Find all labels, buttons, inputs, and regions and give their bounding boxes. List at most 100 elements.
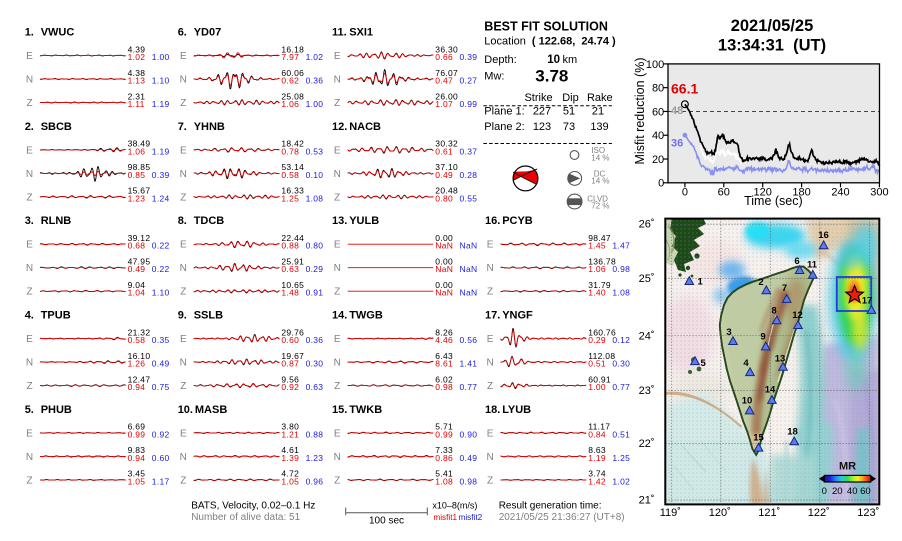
svg-text:0: 0: [822, 486, 827, 497]
svg-text:TWGB: TWGB: [349, 310, 383, 322]
svg-text:8.63: 8.63: [588, 445, 606, 455]
svg-text:N: N: [180, 169, 187, 180]
svg-text:BEST FIT SOLUTION: BEST FIT SOLUTION: [484, 20, 608, 34]
svg-text:4.72: 4.72: [281, 469, 299, 479]
svg-text:1.06: 1.06: [128, 146, 146, 156]
svg-text:20: 20: [832, 486, 843, 497]
svg-text:25.08: 25.08: [281, 91, 304, 101]
svg-text:E: E: [180, 428, 187, 439]
svg-text:3.80: 3.80: [281, 422, 299, 432]
svg-text:0.37: 0.37: [460, 146, 478, 156]
svg-text:1.06: 1.06: [281, 99, 299, 109]
svg-text:Location: Location: [484, 36, 526, 48]
svg-text:8.: 8.: [178, 215, 187, 227]
svg-text:1.07: 1.07: [435, 99, 453, 109]
svg-text:( 122.68, 24.74 ): ( 122.68, 24.74 ): [532, 36, 616, 48]
svg-text:240: 240: [831, 186, 849, 198]
svg-text:E: E: [334, 240, 341, 251]
svg-text:0.36: 0.36: [306, 76, 324, 86]
svg-text:14.: 14.: [332, 310, 347, 322]
svg-text:16: 16: [818, 230, 829, 241]
svg-text:6.69: 6.69: [128, 422, 146, 432]
svg-text:139: 139: [590, 121, 608, 133]
svg-text:Z: Z: [334, 192, 340, 203]
svg-text:Z: Z: [26, 287, 32, 298]
svg-text:Z: Z: [334, 381, 340, 392]
svg-text:0.80: 0.80: [306, 241, 324, 251]
svg-text:2.: 2.: [25, 121, 34, 133]
svg-text:0.92: 0.92: [281, 382, 299, 392]
svg-text:3.: 3.: [25, 215, 34, 227]
svg-text:72 %: 72 %: [591, 201, 609, 210]
svg-text:112.08: 112.08: [588, 351, 615, 361]
svg-text:Z: Z: [26, 381, 32, 392]
svg-text:Dip: Dip: [562, 92, 579, 104]
svg-text:Z: Z: [334, 475, 340, 486]
svg-text:Time (sec): Time (sec): [744, 194, 803, 208]
svg-text:0.47: 0.47: [435, 76, 453, 86]
svg-text:4: 4: [743, 358, 749, 369]
svg-text:1.08: 1.08: [612, 288, 630, 298]
svg-text:120: 120: [754, 186, 772, 198]
svg-text:136.78: 136.78: [588, 257, 616, 267]
svg-text:23˚: 23˚: [639, 385, 655, 397]
svg-text:0.29: 0.29: [588, 335, 606, 345]
svg-text:2021/05/25 21:36:27 (UT+8): 2021/05/25 21:36:27 (UT+8): [499, 512, 625, 523]
svg-text:15.: 15.: [332, 404, 347, 416]
svg-text:N: N: [334, 358, 341, 369]
svg-text:30.32: 30.32: [435, 139, 458, 149]
svg-text:TDCB: TDCB: [194, 215, 225, 227]
svg-text:17: 17: [862, 296, 873, 307]
svg-text:2021/05/25: 2021/05/25: [731, 17, 814, 35]
svg-text:9.56: 9.56: [281, 374, 299, 384]
svg-text:MR: MR: [839, 460, 856, 472]
svg-text:0: 0: [658, 178, 664, 190]
svg-text:1.41: 1.41: [460, 359, 478, 369]
svg-text:km: km: [563, 54, 578, 66]
svg-text:PCYB: PCYB: [502, 215, 533, 227]
svg-text:1.26: 1.26: [128, 359, 146, 369]
svg-text:Z: Z: [180, 98, 186, 109]
svg-text:0.63: 0.63: [306, 382, 324, 392]
svg-text:RLNB: RLNB: [41, 215, 72, 227]
svg-text:E: E: [26, 334, 33, 345]
svg-text:1.11: 1.11: [128, 99, 145, 109]
svg-text:5: 5: [701, 358, 707, 369]
svg-text:Z: Z: [487, 287, 493, 298]
svg-text:1.05: 1.05: [281, 476, 299, 486]
svg-text:0.77: 0.77: [460, 382, 478, 392]
svg-text:E: E: [26, 145, 33, 156]
svg-text:Z: Z: [334, 287, 340, 298]
svg-text:0.27: 0.27: [460, 76, 478, 86]
svg-text:1.08: 1.08: [306, 193, 324, 203]
svg-text:1.02: 1.02: [612, 476, 630, 486]
svg-text:12.: 12.: [332, 121, 347, 133]
svg-text:60: 60: [652, 106, 664, 118]
svg-text:15.67: 15.67: [128, 186, 151, 196]
svg-text:80: 80: [652, 83, 664, 95]
svg-text:25˚: 25˚: [639, 273, 655, 285]
svg-text:53.14: 53.14: [281, 162, 304, 172]
svg-text:1.25: 1.25: [281, 193, 299, 203]
svg-text:14 %: 14 %: [591, 177, 609, 186]
svg-text:1.23: 1.23: [306, 453, 324, 463]
svg-text:N: N: [26, 452, 33, 463]
svg-text:0.49: 0.49: [128, 264, 146, 274]
svg-text:8.26: 8.26: [435, 327, 453, 337]
svg-text:E: E: [487, 428, 494, 439]
svg-text:0.36: 0.36: [306, 335, 324, 345]
svg-text:E: E: [26, 240, 33, 251]
svg-text:120˚: 120˚: [709, 507, 731, 519]
svg-text:misfit2: misfit2: [459, 513, 483, 522]
svg-text:N: N: [26, 263, 33, 274]
svg-text:YULB: YULB: [349, 215, 379, 227]
svg-text:1.08: 1.08: [435, 476, 453, 486]
svg-text:0.10: 0.10: [306, 170, 324, 180]
svg-text:MASB: MASB: [195, 404, 227, 416]
svg-text:73: 73: [563, 121, 575, 133]
svg-text:36.30: 36.30: [435, 44, 458, 54]
svg-text:NaN: NaN: [435, 264, 453, 274]
svg-text:0.78: 0.78: [281, 146, 299, 156]
svg-text:0.91: 0.91: [306, 288, 324, 298]
svg-text:0.60: 0.60: [281, 335, 299, 345]
